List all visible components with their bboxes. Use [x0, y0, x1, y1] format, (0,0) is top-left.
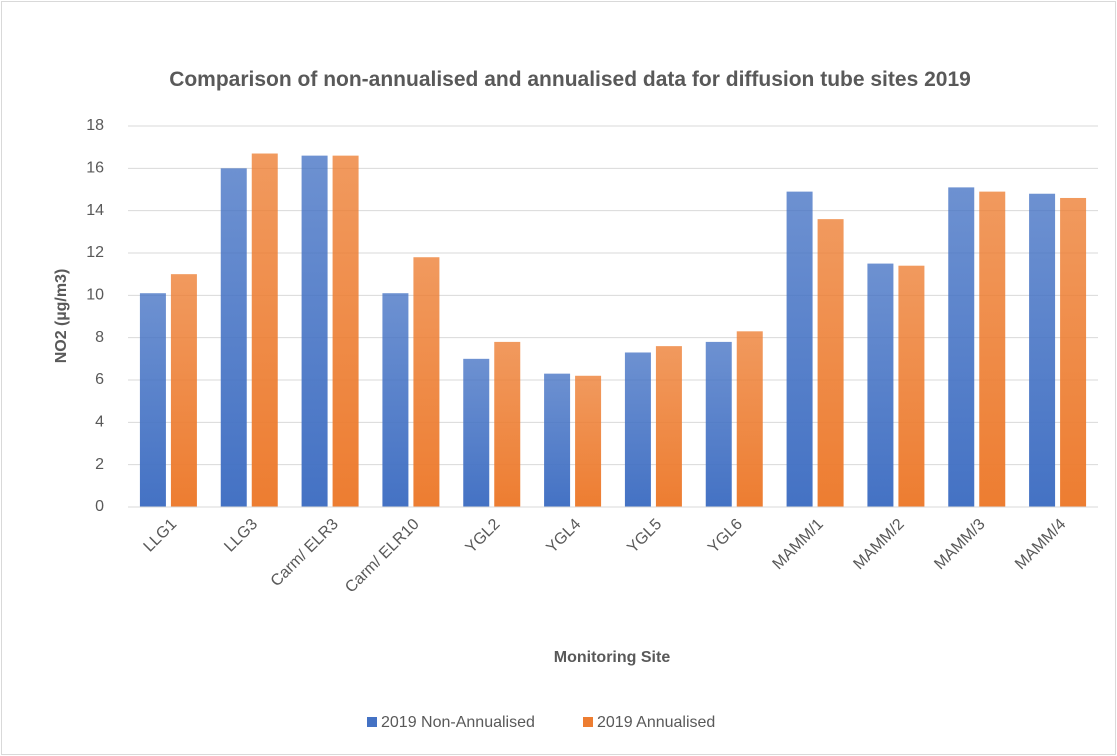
bar: [655, 346, 682, 507]
x-axis-label: Monitoring Site: [554, 649, 671, 666]
bar: [817, 219, 844, 507]
chart-title: Comparison of non-annualised and annuali…: [169, 68, 971, 91]
y-tick-label: 8: [95, 329, 104, 346]
legend-swatch: [367, 717, 377, 727]
bar: [705, 341, 732, 507]
bar: [948, 187, 975, 507]
bar: [575, 375, 602, 507]
bar: [494, 341, 521, 507]
bar: [1029, 193, 1056, 507]
bar: [786, 191, 813, 507]
bar: [413, 257, 440, 507]
bar: [1060, 197, 1087, 507]
y-tick-label: 10: [86, 287, 104, 304]
y-tick-label: 2: [95, 456, 104, 473]
y-tick-label: 4: [95, 414, 104, 431]
legend-label: 2019 Non-Annualised: [381, 714, 535, 731]
bar: [736, 331, 763, 507]
bar: [301, 155, 328, 507]
bar: [382, 293, 409, 507]
bar: [220, 168, 247, 508]
legend-swatch: [583, 717, 593, 727]
bar: [979, 191, 1006, 507]
bar: [898, 265, 925, 507]
y-tick-label: 18: [86, 117, 104, 134]
bar: [139, 293, 166, 507]
bar: [544, 373, 571, 507]
bar: [463, 358, 490, 507]
y-tick-label: 0: [95, 498, 104, 515]
y-tick-label: 12: [86, 244, 104, 261]
bar: [332, 155, 359, 507]
bar: [867, 263, 894, 507]
y-axis-label: NO2 (µg/m3): [53, 269, 70, 364]
bar: [624, 352, 651, 507]
bar: [251, 153, 278, 507]
y-tick-label: 14: [86, 202, 104, 219]
y-tick-label: 16: [86, 160, 104, 177]
legend-label: 2019 Annualised: [597, 714, 715, 731]
bar: [170, 274, 197, 507]
y-tick-label: 6: [95, 371, 104, 388]
